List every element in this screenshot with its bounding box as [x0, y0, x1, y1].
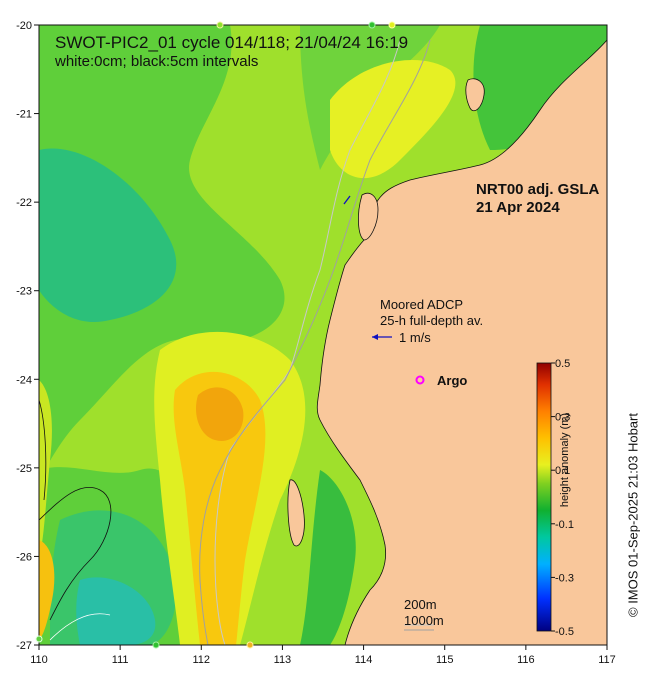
- y-tick-label: -24: [16, 374, 32, 386]
- y-axis: -20 -21 -22 -23 -24 -25 -26 -27: [16, 20, 39, 652]
- ssh-band-teal-west: [39, 148, 177, 323]
- ssh-band-orange-west: [39, 540, 55, 640]
- ssh-field: [39, 25, 607, 645]
- colorbar-tick-label: 0.1: [555, 465, 570, 477]
- x-tick-label: 117: [598, 654, 616, 666]
- swot-track-point: [216, 21, 224, 29]
- contour-black-2: [39, 487, 112, 621]
- y-tick-label: -26: [16, 551, 32, 563]
- isobath-200m: [214, 39, 401, 645]
- contour-white-1: [49, 613, 111, 641]
- x-tick-label: 112: [193, 654, 211, 666]
- x-tick-label: 116: [517, 654, 535, 666]
- adcp-scale-label: 1 m/s: [399, 330, 431, 345]
- ssh-band-cyan-sw: [76, 577, 156, 645]
- swot-track-point: [246, 641, 254, 649]
- x-tick-label: 111: [112, 654, 129, 666]
- y-tick-label: -21: [16, 109, 32, 121]
- y-tick-label: -20: [16, 20, 32, 32]
- y-tick-label: -22: [16, 197, 32, 209]
- x-tick-label: 113: [274, 654, 292, 666]
- map-title: SWOT-PIC2_01 cycle 014/118; 21/04/24 16:…: [55, 33, 409, 52]
- colorbar-tick-label: -0.5: [555, 626, 574, 638]
- x-tick-label: 115: [436, 654, 454, 666]
- y-tick-label: -25: [16, 463, 32, 475]
- land-western-australia: [316, 39, 607, 645]
- land-cape-range: [358, 192, 379, 241]
- x-tick-label: 110: [30, 654, 48, 666]
- ssh-band-green-coast: [300, 470, 356, 645]
- colorbar-tick-label: -0.3: [555, 572, 574, 584]
- ssh-band-orange: [195, 387, 244, 441]
- colorbar-tick-label: 0.5: [555, 358, 570, 370]
- adcp-legend-title: Moored ADCP: [380, 297, 464, 312]
- colorbar-bar: [536, 362, 552, 632]
- colorbar-title: height anomaly (m): [559, 412, 571, 508]
- swot-track-point: [152, 641, 160, 649]
- argo-marker-legend: [415, 375, 425, 385]
- isobath-label-1000m: 1000m: [404, 613, 444, 628]
- isobath-label-200m: 200m: [404, 597, 437, 612]
- adcp-scale-arrowhead: [372, 334, 378, 340]
- y-tick-label: -23: [16, 286, 32, 298]
- x-tick-label: 114: [355, 654, 373, 666]
- land-dirk-hartog: [287, 479, 305, 547]
- contour-legend-text: white:0cm; black:5cm intervals: [55, 53, 259, 70]
- adcp-current-arrow: [343, 195, 351, 205]
- product-label: NRT00 adj. GSLA: [476, 181, 600, 198]
- marker-layer: [35, 21, 434, 649]
- colorbar-tick-label: -0.1: [555, 519, 574, 531]
- ssh-band-orange-light: [173, 371, 266, 645]
- adcp-legend-subtitle: 25-h full-depth av.: [380, 313, 484, 328]
- x-axis: 110 111 112 113 114 115 116 117: [30, 645, 616, 666]
- y-tick-label: -27: [16, 640, 32, 652]
- colorbar-tick-label: 0.3: [555, 412, 570, 424]
- contour-black-1: [39, 399, 47, 501]
- swot-track-point: [368, 21, 376, 29]
- plot-frame: [38, 24, 608, 646]
- argo-legend-label: Argo: [437, 373, 468, 388]
- colorbar-ticks: 0.5 0.3 0.1 -0.1 -0.3 -0.5: [551, 358, 574, 638]
- swot-track-point: [35, 635, 43, 643]
- land-barrow-island: [465, 78, 485, 112]
- credit-text: © IMOS 01-Sep-2025 21:03 Hobart: [625, 413, 641, 617]
- isobath-1000m: [199, 39, 431, 645]
- swot-track-point: [388, 21, 396, 29]
- product-date: 21 Apr 2024: [476, 199, 560, 216]
